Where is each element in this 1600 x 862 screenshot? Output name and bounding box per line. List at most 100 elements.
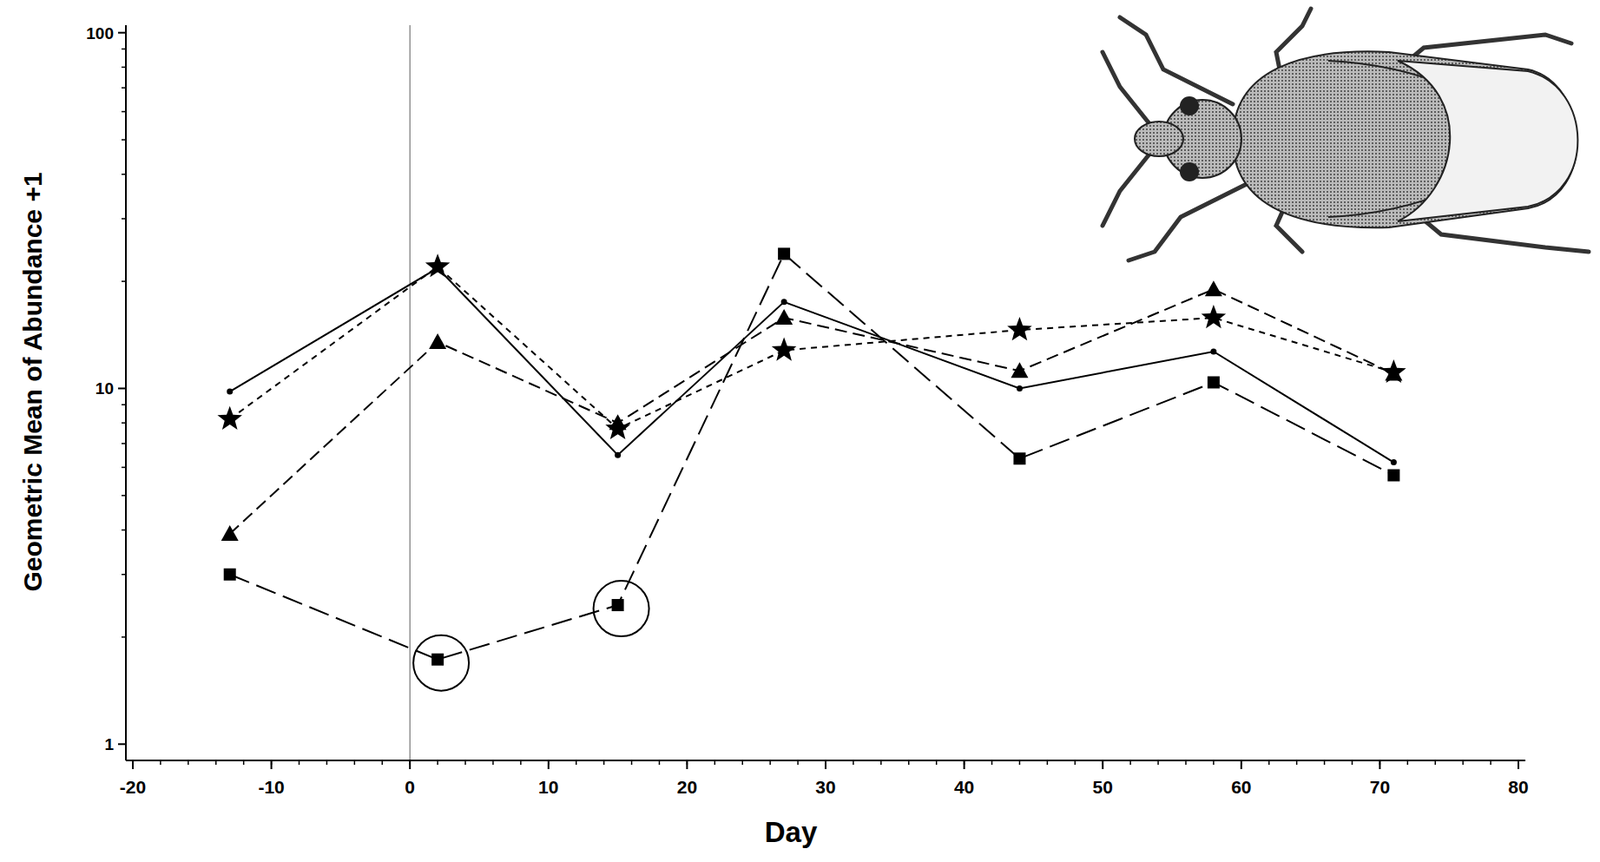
x-tick (1517, 760, 1520, 770)
x-minor-tick (1296, 760, 1298, 765)
highlight-circle (593, 580, 650, 637)
x-minor-tick (1129, 760, 1132, 765)
y-tick (118, 387, 126, 389)
marker-square (431, 653, 444, 666)
marker-dot (1016, 385, 1023, 392)
x-minor-tick (1351, 760, 1354, 765)
x-minor-tick (326, 760, 329, 765)
x-minor-tick (354, 760, 356, 765)
insect-illustration (1089, 1, 1596, 263)
insect-wing-tip (1397, 60, 1578, 222)
marker-star (425, 253, 451, 277)
y-minor-tick (121, 467, 126, 469)
y-axis-title: Geometric Mean of Abundance +1 (18, 171, 47, 592)
x-minor-tick (1435, 760, 1437, 765)
x-minor-tick (575, 760, 578, 765)
marker-dot (226, 388, 233, 396)
y-tick-label: 10 (95, 379, 114, 398)
marker-star (771, 337, 797, 362)
highlight-circle (413, 635, 469, 692)
y-minor-tick (121, 111, 126, 113)
x-tick-label: 70 (1369, 776, 1390, 797)
x-minor-tick (464, 760, 467, 765)
y-minor-tick (121, 280, 126, 283)
x-tick-label: 80 (1507, 776, 1528, 797)
x-tick (963, 760, 966, 770)
series-line (230, 266, 1395, 429)
x-minor-tick (381, 760, 384, 765)
marker-triangle (428, 333, 447, 349)
series-line (230, 253, 1395, 659)
marker-square (612, 599, 625, 612)
x-minor-tick (908, 760, 910, 765)
x-minor-tick (215, 760, 218, 765)
marker-star (1007, 316, 1033, 341)
x-minor-tick (187, 760, 190, 765)
x-tick (1240, 760, 1243, 770)
insect-leg (1119, 17, 1233, 105)
marker-star (1381, 359, 1407, 383)
x-tick (547, 760, 550, 770)
x-tick (685, 760, 688, 770)
x-minor-tick (520, 760, 522, 765)
insect-leg (1102, 52, 1155, 131)
insect-eye (1179, 162, 1199, 182)
x-tick-label: 30 (815, 776, 836, 797)
y-minor-tick (121, 86, 126, 89)
x-minor-tick (1074, 760, 1077, 765)
x-minor-tick (1461, 760, 1464, 765)
series-line (230, 268, 1395, 463)
marker-triangle (221, 525, 239, 541)
y-minor-tick (121, 636, 126, 639)
y-minor-tick (121, 494, 126, 497)
x-minor-tick (492, 760, 494, 765)
x-tick-label: 20 (677, 776, 698, 797)
plot-area (217, 247, 1406, 691)
x-minor-tick (963, 760, 966, 765)
x-tick-label: -20 (119, 776, 146, 797)
marker-dot (614, 452, 621, 459)
marker-star (217, 406, 243, 430)
x-minor-tick (1101, 760, 1104, 765)
marker-square (223, 568, 237, 581)
y-axis-line (125, 25, 127, 761)
x-minor-tick (270, 760, 273, 765)
x-minor-tick (1240, 760, 1243, 765)
x-minor-tick (1268, 760, 1271, 765)
y-minor-tick (121, 66, 126, 69)
marker-triangle (1384, 365, 1403, 382)
y-minor-tick (121, 173, 126, 176)
x-minor-tick (408, 760, 411, 765)
insect-leg (1102, 147, 1155, 226)
x-minor-tick (658, 760, 661, 765)
marker-dot (1210, 348, 1217, 355)
x-tick (1378, 760, 1381, 770)
marker-triangle (1010, 362, 1028, 378)
marker-dot (781, 298, 788, 305)
x-tick-label: 60 (1231, 776, 1252, 797)
reference-line (409, 25, 411, 761)
x-tick-label: 0 (404, 776, 415, 797)
y-tick (118, 32, 126, 34)
x-minor-tick (631, 760, 633, 765)
y-tick-label: 100 (85, 24, 114, 43)
x-minor-tick (1157, 760, 1159, 765)
illustration-background (1089, 1, 1596, 263)
x-minor-tick (796, 760, 799, 765)
insect-leg (1128, 182, 1251, 261)
x-minor-tick (243, 760, 245, 765)
x-minor-tick (1517, 760, 1520, 765)
x-tick (408, 760, 411, 770)
marker-triangle (1204, 280, 1223, 297)
insect-snout (1134, 121, 1184, 157)
y-minor-tick (121, 573, 126, 576)
x-minor-tick (852, 760, 855, 765)
y-minor-tick (121, 403, 126, 406)
x-tick (1101, 760, 1104, 770)
y-minor-tick (121, 442, 126, 445)
x-minor-tick (131, 760, 134, 765)
y-minor-tick (121, 138, 126, 141)
x-tick (824, 760, 827, 770)
x-minor-tick (1212, 760, 1215, 765)
x-minor-tick (714, 760, 717, 765)
